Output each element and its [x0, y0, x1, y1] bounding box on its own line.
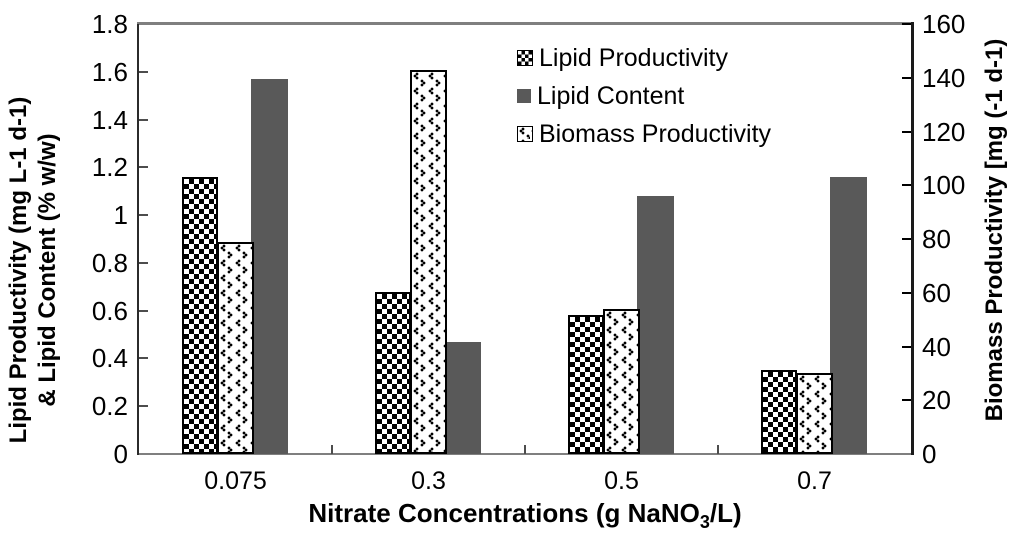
x-axis-tick [717, 445, 719, 454]
solid-legend-marker-icon [517, 89, 531, 103]
bar-lipid-productivity [375, 292, 411, 454]
plot-top-border [137, 22, 914, 25]
left-axis-tick-label: 1 [113, 200, 128, 231]
left-axis-tick [139, 214, 148, 217]
x-axis-tick [331, 445, 333, 454]
left-axis-tick [139, 405, 148, 408]
legend-item-lipid-content: Lipid Content [517, 82, 771, 110]
right-axis-tick [902, 130, 911, 133]
left-axis-tick [139, 357, 148, 360]
legend-label: Lipid Content [537, 82, 685, 110]
left-axis-tick-label: 1.8 [91, 9, 128, 39]
bar-lipid-content [830, 177, 867, 454]
right-axis-tick-label: 100 [922, 170, 966, 201]
right-axis-tick-label: 20 [922, 385, 951, 416]
right-axis-tick [902, 23, 911, 25]
right-axis-tick [902, 345, 911, 348]
left-y-axis-title-line1: Lipid Productivity (mg L-1 d-1) [5, 96, 32, 444]
legend-label: Lipid Productivity [539, 44, 728, 72]
left-axis-tick [139, 118, 148, 121]
plot-area [139, 24, 911, 454]
right-axis-tick-label: 40 [922, 331, 951, 362]
right-axis-tick-label: 120 [922, 116, 966, 147]
x-axis-line [137, 453, 914, 455]
left-axis-tick-label: 0 [113, 439, 128, 469]
bar-lipid-content [444, 342, 481, 454]
right-axis-tick-label: 0 [922, 439, 937, 469]
left-axis-tick [139, 70, 148, 73]
bar-biomass-productivity [410, 70, 447, 454]
left-axis-tick-label: 0.2 [91, 391, 128, 422]
left-axis-tick-label: 1.4 [91, 104, 128, 135]
x-axis-tick-label: 0.075 [204, 467, 267, 495]
left-axis-tick [139, 309, 148, 312]
bar-lipid-productivity [182, 177, 218, 454]
right-axis-tick-label: 80 [922, 224, 951, 254]
right-axis-tick [902, 184, 911, 187]
legend: Lipid Productivity Lipid Content Biomass P… [517, 44, 771, 158]
legend-label: Biomass Productivity [539, 120, 772, 148]
right-axis-tick [902, 291, 911, 294]
left-axis-tick [139, 166, 148, 169]
bar-biomass-productivity [217, 242, 254, 454]
x-axis-tick-label: 0.5 [604, 467, 639, 495]
x-axis-tick-label: 0.7 [797, 467, 832, 495]
bar-lipid-productivity [761, 370, 797, 454]
left-axis-tick-label: 0.8 [91, 247, 128, 278]
checker-legend-marker-icon [517, 50, 533, 66]
right-axis-tick-label: 160 [922, 9, 966, 39]
left-axis-tick-label: 0.6 [91, 295, 128, 326]
right-y-axis-line [911, 22, 914, 455]
legend-item-biomass-productivity: Biomass Productivity [517, 120, 771, 148]
left-axis-tick [139, 261, 148, 264]
x-axis-tick-label: 0.3 [411, 467, 446, 495]
left-axis-tick-label: 1.2 [91, 152, 128, 183]
left-y-axis-line [137, 24, 139, 455]
right-axis-tick [902, 399, 911, 402]
legend-item-lipid-productivity: Lipid Productivity [517, 44, 771, 72]
left-axis-tick-label: 0.4 [91, 343, 128, 374]
right-axis-tick [902, 76, 911, 79]
bar-biomass-productivity [796, 373, 833, 454]
bar-lipid-productivity [568, 315, 604, 454]
right-axis-tick-label: 60 [922, 277, 951, 308]
left-axis-tick-label: 1.6 [91, 56, 128, 87]
dotted-legend-marker-icon [517, 126, 533, 142]
x-axis-tick [524, 445, 526, 454]
bar-lipid-content [251, 79, 288, 454]
right-axis-tick-label: 140 [922, 62, 966, 93]
bar-biomass-productivity [603, 309, 640, 454]
bar-lipid-content [637, 196, 674, 454]
x-axis-title: Nitrate Concentrations (g NaNO3/L) [308, 498, 742, 533]
right-axis-tick [902, 238, 911, 240]
